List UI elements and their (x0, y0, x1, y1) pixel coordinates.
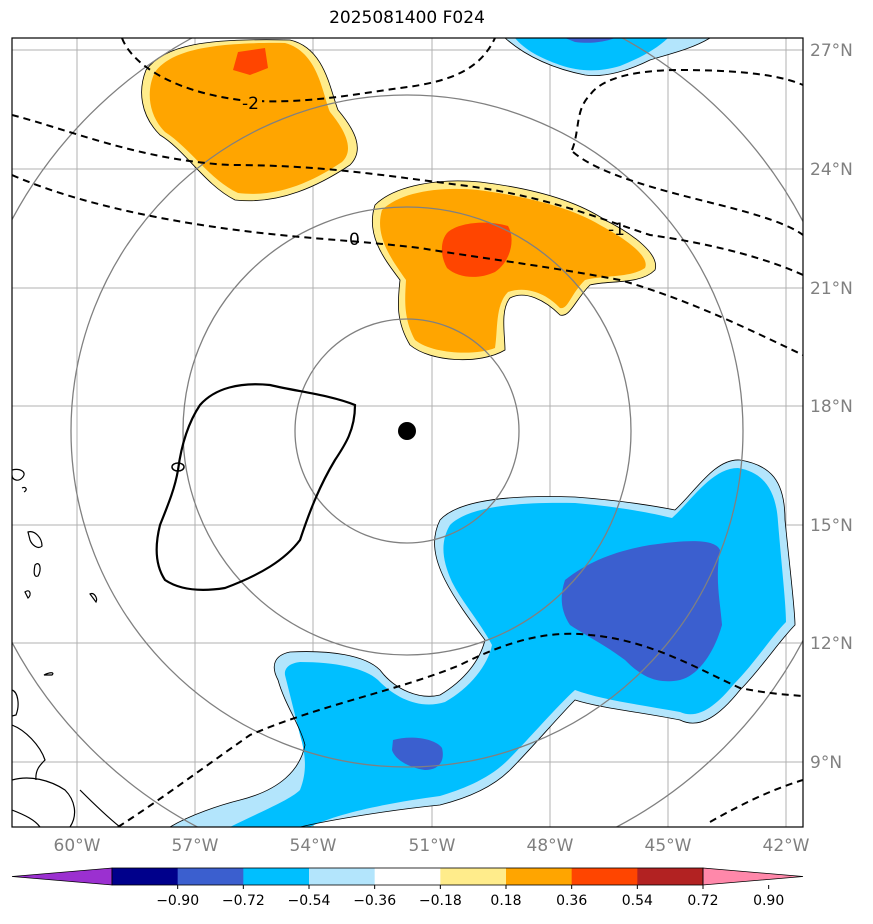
contour-label-minus1: -1 (608, 220, 625, 240)
contour-label-zero: 0 (349, 230, 360, 250)
shade-bottom-right (170, 459, 795, 827)
lat-label-18n: 18°N (810, 397, 853, 417)
dashed-contours (12, 38, 803, 827)
range-rings (12, 38, 803, 827)
colorbar-segment (374, 868, 441, 885)
colorbar-extend-min (11, 867, 113, 886)
storm-center-marker (398, 422, 416, 440)
coastlines (12, 468, 121, 827)
colorbar-tick-label: −0.72 (222, 893, 265, 909)
lon-labels: 60°W 57°W 54°W 51°W 48°W 45°W 42°W (54, 836, 810, 856)
colorbar-segment (571, 868, 638, 885)
shade-top-blue (505, 38, 710, 76)
colorbar-tick-label: 0.54 (622, 893, 653, 909)
colorbar-segment (309, 868, 376, 885)
lon-label-57w: 57°W (172, 836, 219, 856)
zero-contour (155, 383, 357, 591)
colorbar-tick-label: 0.36 (556, 893, 587, 909)
map-area: -2 0 -1 (12, 38, 803, 827)
colorbar-tick-label: 0.18 (490, 893, 521, 909)
colorbar-outline (111, 867, 704, 886)
colorbar-tick-label: −0.18 (419, 893, 462, 909)
lat-label-27n: 27°N (810, 41, 853, 61)
lon-label-48w: 48°W (527, 836, 574, 856)
colorbar-segment (506, 868, 573, 885)
lat-label-15n: 15°N (810, 516, 853, 536)
lat-label-12n: 12°N (810, 634, 853, 654)
colorbar: −0.90 −0.72 −0.54 −0.36 −0.18 0.18 0.36 0.54 0.7… (11, 867, 804, 909)
colorbar-segment (177, 868, 244, 885)
colorbar-tick-label: −0.90 (156, 893, 199, 909)
colorbar-tick-label: 0.72 (687, 893, 718, 909)
colorbar-segment (112, 868, 179, 885)
map-title: 2025081400 F024 (329, 8, 485, 28)
colorbar-tick-label: 0.90 (753, 893, 784, 909)
lat-labels: 27°N 24°N 21°N 18°N 15°N 12°N 9°N (810, 41, 853, 773)
shade-top-left (141, 39, 358, 201)
lon-label-45w: 45°W (645, 836, 692, 856)
lat-label-9n: 9°N (810, 753, 842, 773)
shade-outlines (141, 38, 796, 827)
lon-label-42w: 42°W (763, 836, 810, 856)
colorbar-tick-label: −0.36 (353, 893, 396, 909)
colorbar-tick-label: −0.54 (288, 893, 331, 909)
zero-contour-small (171, 462, 185, 472)
colorbar-segment (243, 868, 310, 885)
colorbar-extend-max (702, 867, 804, 886)
map-frame (11, 37, 804, 828)
lat-label-21n: 21°N (810, 279, 853, 299)
colorbar-segment (637, 868, 704, 885)
lon-label-54w: 54°W (290, 836, 337, 856)
colorbar-segment (440, 868, 507, 885)
lon-label-51w: 51°W (409, 836, 456, 856)
contour-label-minus2: -2 (242, 94, 259, 114)
lat-label-24n: 24°N (810, 160, 853, 180)
shade-center (372, 180, 656, 360)
lon-label-60w: 60°W (54, 836, 101, 856)
